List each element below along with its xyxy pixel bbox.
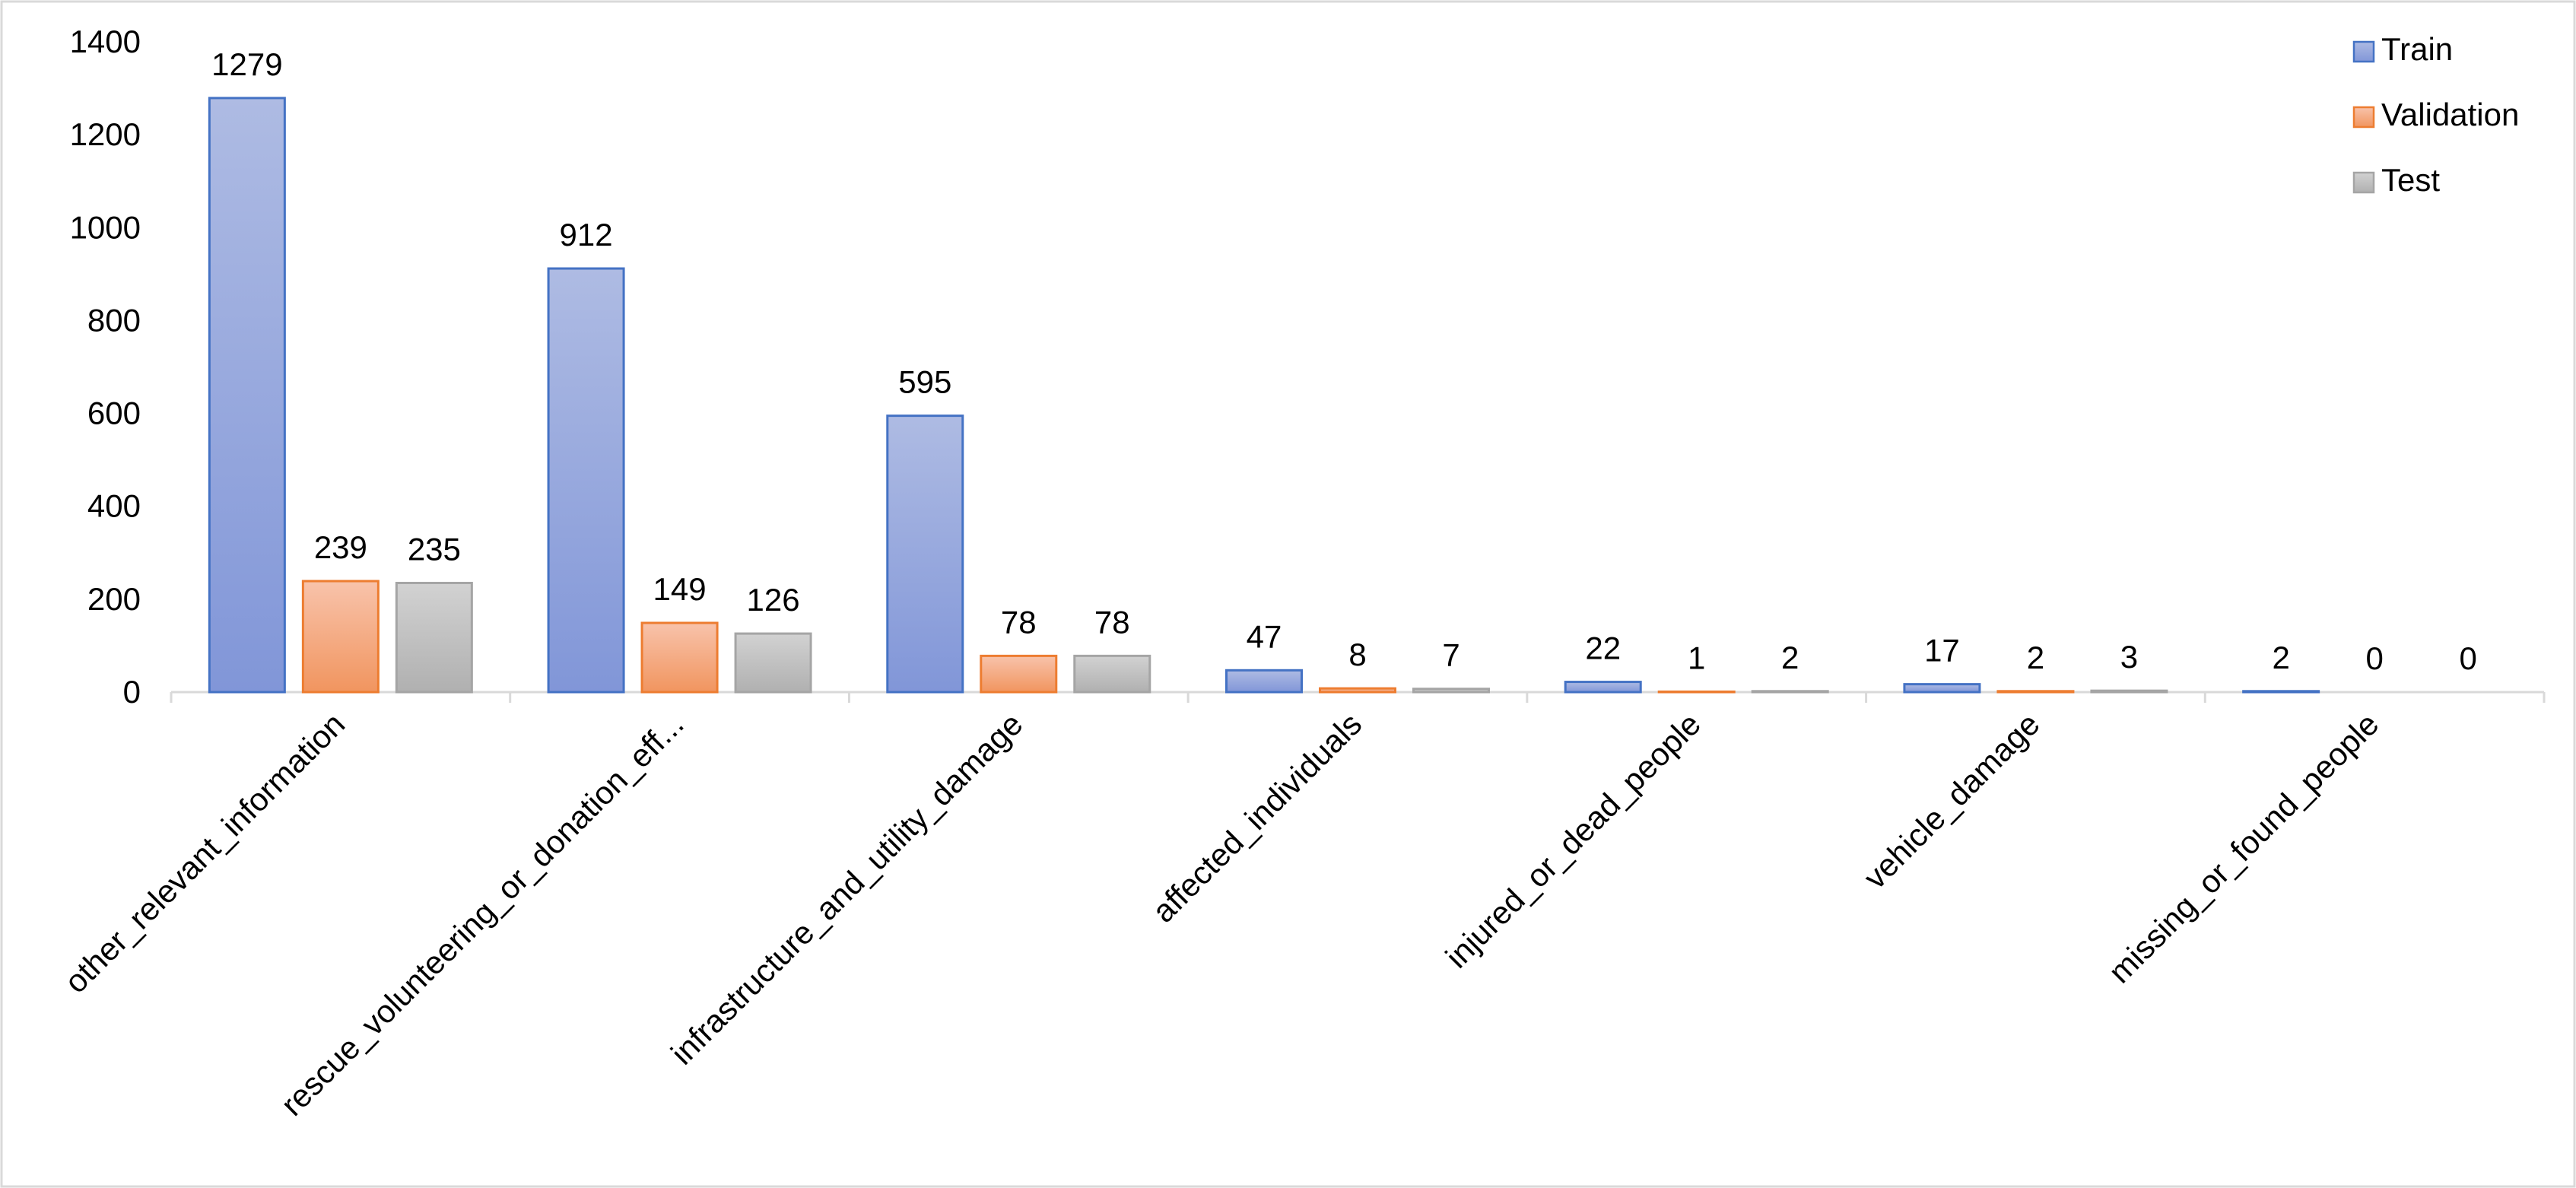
- y-tick-label: 800: [87, 302, 141, 338]
- data-label: 126: [747, 582, 800, 618]
- data-label: 239: [314, 529, 367, 565]
- bar-test-4: [1751, 690, 1829, 694]
- y-tick-label: 1000: [70, 209, 141, 245]
- bar-test-0: [395, 581, 473, 694]
- data-label: 7: [1442, 637, 1460, 673]
- data-label: 0: [2459, 640, 2476, 676]
- legend-label-test: Test: [2381, 162, 2440, 198]
- bar-train-2: [886, 415, 964, 694]
- bar-validation-2: [980, 654, 1058, 694]
- data-label: 149: [653, 571, 707, 607]
- data-label: 3: [2120, 639, 2138, 675]
- data-label: 2: [1781, 640, 1799, 675]
- legend: Train Validation Test: [2352, 31, 2519, 198]
- data-label: 2: [2272, 640, 2289, 675]
- data-label: 912: [560, 217, 613, 253]
- data-label: 235: [408, 531, 461, 567]
- y-tick-label: 200: [87, 581, 141, 617]
- data-label: 17: [1924, 633, 1960, 669]
- legend-label-train: Train: [2381, 31, 2453, 67]
- y-tick-label: 400: [87, 488, 141, 524]
- legend-swatch-train: [2352, 40, 2375, 63]
- y-tick-label: 600: [87, 395, 141, 431]
- bar-validation-0: [301, 580, 380, 694]
- data-label: 2: [2027, 640, 2044, 675]
- bar-test-1: [734, 632, 812, 694]
- data-label: 595: [898, 364, 951, 400]
- data-label: 1279: [211, 46, 282, 82]
- bar-test-3: [1412, 688, 1490, 694]
- bar-validation-3: [1319, 687, 1396, 694]
- data-label: 78: [1094, 604, 1130, 640]
- bar-test-5: [2090, 689, 2168, 694]
- bar-train-6: [2242, 690, 2320, 694]
- y-tick-label: 1200: [70, 116, 141, 152]
- bar-train-3: [1225, 669, 1303, 694]
- bar-validation-4: [1657, 690, 1736, 694]
- data-label: 0: [2365, 640, 2383, 676]
- data-label: 8: [1348, 637, 1366, 672]
- bar-train-1: [547, 267, 625, 694]
- bar-train-0: [208, 97, 286, 694]
- bar-train-5: [1903, 683, 1981, 694]
- bar-validation-1: [640, 621, 719, 694]
- legend-swatch-test: [2352, 171, 2375, 194]
- bar-train-4: [1564, 681, 1642, 694]
- data-label: 47: [1247, 618, 1282, 654]
- legend-swatch-validation: [2352, 106, 2375, 129]
- data-label: 1: [1688, 640, 1705, 675]
- data-label: 22: [1585, 631, 1621, 666]
- data-label: 78: [1001, 604, 1037, 640]
- legend-label-validation: Validation: [2381, 97, 2519, 132]
- bar-test-2: [1073, 654, 1151, 694]
- bar-validation-5: [1996, 690, 2075, 694]
- y-tick-label: 1400: [70, 24, 141, 59]
- y-tick-label: 0: [123, 674, 141, 710]
